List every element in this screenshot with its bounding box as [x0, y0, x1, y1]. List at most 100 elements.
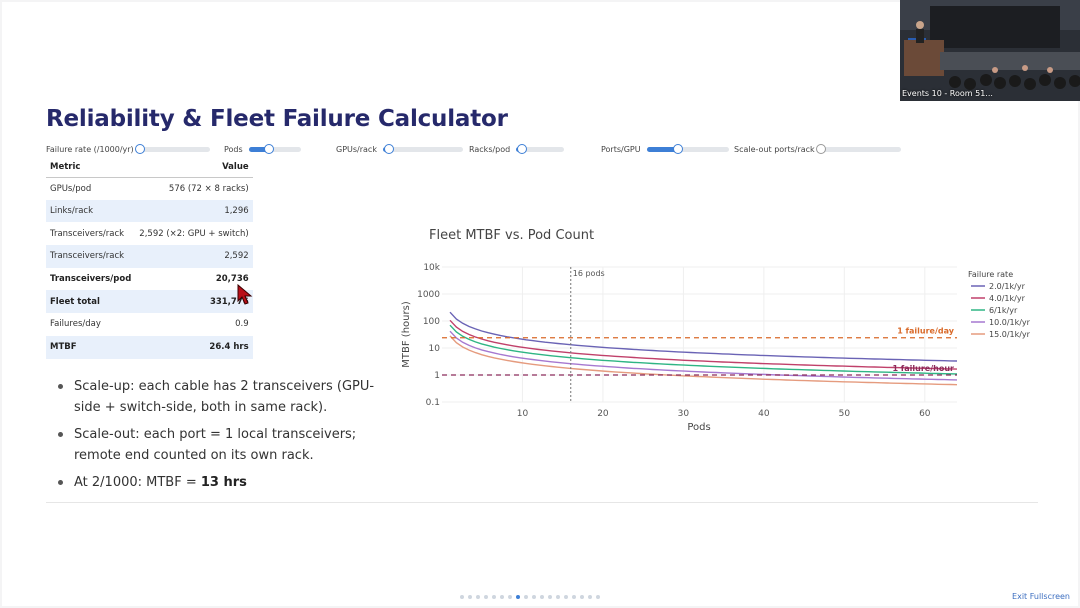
legend-entry: 15.0/1k/yr	[989, 330, 1031, 339]
x-tick-label: 30	[678, 409, 690, 419]
pagination-dot[interactable]	[596, 595, 600, 599]
table-row: Transceivers/rack 2,592 (×2: GPU + switch…	[46, 222, 253, 245]
bullet-item: Scale-out: each port = 1 local transceiv…	[56, 424, 396, 466]
pagination-dot[interactable]	[580, 595, 584, 599]
pagination-dot[interactable]	[548, 595, 552, 599]
pagination-dot[interactable]	[540, 595, 544, 599]
bullet-emphasis: 13 hrs	[200, 475, 247, 490]
slider-label: Racks/pod	[469, 144, 511, 154]
reference-line-label: 1 failure/hour	[892, 364, 954, 373]
slider-handle[interactable]	[516, 143, 527, 154]
conference-room-image	[900, 0, 1080, 101]
value-cell: 2,592 (×2: GPU + switch)	[139, 228, 249, 239]
x-tick-label: 20	[597, 409, 609, 419]
slider-control: GPUs/rack	[336, 141, 463, 157]
y-tick-label: 10k	[423, 263, 440, 273]
slider-control: Racks/pod	[469, 141, 565, 157]
pagination-dot[interactable]	[556, 595, 560, 599]
pagination-dot[interactable]	[532, 595, 536, 599]
slider-handle[interactable]	[815, 143, 826, 154]
marker-label: 16 pods	[573, 269, 605, 278]
controls-bar: Failure rate (/1000/yr) Pods GPUs/rack Rack…	[46, 141, 906, 157]
slider-handle[interactable]	[134, 143, 145, 154]
video-caption: Events 10 - Room 51...	[902, 89, 993, 98]
value-cell: 20,736	[215, 274, 249, 285]
divider	[46, 502, 1038, 503]
series-line	[449, 319, 958, 370]
slider-handle[interactable]	[264, 143, 275, 154]
metric-cell: Transceivers/rack	[46, 245, 136, 268]
legend-entry: 6/1k/yr	[989, 306, 1018, 315]
value-cell: 331,776	[135, 290, 253, 314]
x-tick-label: 50	[839, 409, 851, 419]
y-tick-label: 100	[423, 317, 440, 327]
slider-control: Scale-out ports/rack	[734, 141, 901, 157]
slider-track[interactable]	[815, 143, 901, 154]
series-line	[449, 335, 958, 386]
bullet-item: Scale-up: each cable has 2 transceivers …	[56, 376, 396, 418]
slide-pagination	[460, 595, 600, 599]
exit-fullscreen-link[interactable]: Exit Fullscreen	[1012, 592, 1070, 601]
mouse-cursor-icon	[237, 284, 253, 305]
legend-entry: 2.0/1k/yr	[989, 282, 1026, 291]
pagination-dot[interactable]	[572, 595, 576, 599]
bullet-text: Scale-up: each cable has 2 transceivers …	[74, 379, 375, 415]
slider-label: Pods	[224, 144, 243, 154]
pagination-dot[interactable]	[516, 595, 520, 599]
mtbf-chart: Fleet MTBF vs. Pod Count 10 20 30 40 50 60 0.1 1…	[401, 228, 1031, 433]
metrics-table: Metric Value GPUs/pod 576 (72 × 8 racks) L…	[46, 157, 253, 359]
x-axis-label: Pods	[687, 422, 710, 433]
y-tick-label: 0.1	[426, 398, 440, 408]
y-tick-label: 1000	[417, 290, 440, 300]
bullet-text: At 2/1000: MTBF =	[74, 475, 201, 490]
table-row: Failures/day 0.9	[46, 313, 253, 336]
video-thumbnail[interactable]: Events 10 - Room 51...	[900, 0, 1080, 101]
slider-label: Scale-out ports/rack	[734, 144, 815, 154]
table-row: MTBF 26.4 hrs	[46, 335, 253, 359]
legend-title: Failure rate	[968, 270, 1013, 279]
slider-track[interactable]	[382, 143, 463, 154]
page-title: Reliability & Fleet Failure Calculator	[46, 106, 508, 132]
slider-label: GPUs/rack	[336, 144, 377, 154]
table-row: Transceivers/rack 2,592	[46, 245, 253, 268]
metric-cell: Transceivers/pod	[50, 274, 132, 285]
pagination-dot[interactable]	[460, 595, 464, 599]
metric-column-header: Metric	[46, 157, 136, 178]
pagination-dot[interactable]	[476, 595, 480, 599]
table-header-row: Metric Value	[46, 157, 253, 178]
slider-track[interactable]	[134, 143, 210, 154]
value-cell: 1,296	[135, 199, 253, 223]
y-tick-label: 10	[429, 344, 441, 354]
pagination-dot[interactable]	[508, 595, 512, 599]
slider-handle[interactable]	[383, 143, 394, 154]
slider-track[interactable]	[516, 143, 565, 154]
x-tick-label: 40	[758, 409, 770, 419]
slider-track[interactable]	[248, 143, 301, 154]
metric-cell: MTBF	[46, 335, 136, 359]
pagination-dot[interactable]	[524, 595, 528, 599]
bullet-text: Scale-out: each port = 1 local transceiv…	[74, 427, 357, 463]
slider-label: Ports/GPU	[601, 144, 641, 154]
table-row: GPUs/pod 576 (72 × 8 racks)	[46, 177, 253, 200]
pagination-dot[interactable]	[468, 595, 472, 599]
pagination-dot[interactable]	[588, 595, 592, 599]
value-cell: 26.4 hrs	[135, 335, 253, 359]
metric-cell: Transceivers/rack	[50, 228, 125, 239]
slider-handle[interactable]	[672, 143, 683, 154]
pagination-dot[interactable]	[500, 595, 504, 599]
pagination-dot[interactable]	[564, 595, 568, 599]
metric-cell: Failures/day	[50, 319, 101, 330]
legend-entry: 10.0/1k/yr	[989, 318, 1031, 327]
pagination-dot[interactable]	[484, 595, 488, 599]
y-axis-label: MTBF (hours)	[401, 301, 412, 368]
slider-track[interactable]	[646, 143, 729, 154]
slider-control: Pods	[224, 141, 301, 157]
slider-control: Failure rate (/1000/yr)	[46, 141, 210, 157]
metrics-table-body: GPUs/pod 576 (72 × 8 racks) Links/rack 1,29…	[46, 177, 253, 359]
pagination-dot[interactable]	[492, 595, 496, 599]
series-line	[449, 324, 958, 375]
bullet-list: Scale-up: each cable has 2 transceivers …	[56, 376, 396, 499]
legend-entry: 4.0/1k/yr	[989, 294, 1026, 303]
slider-control: Ports/GPU	[601, 141, 729, 157]
metric-cell: Fleet total	[46, 290, 136, 314]
